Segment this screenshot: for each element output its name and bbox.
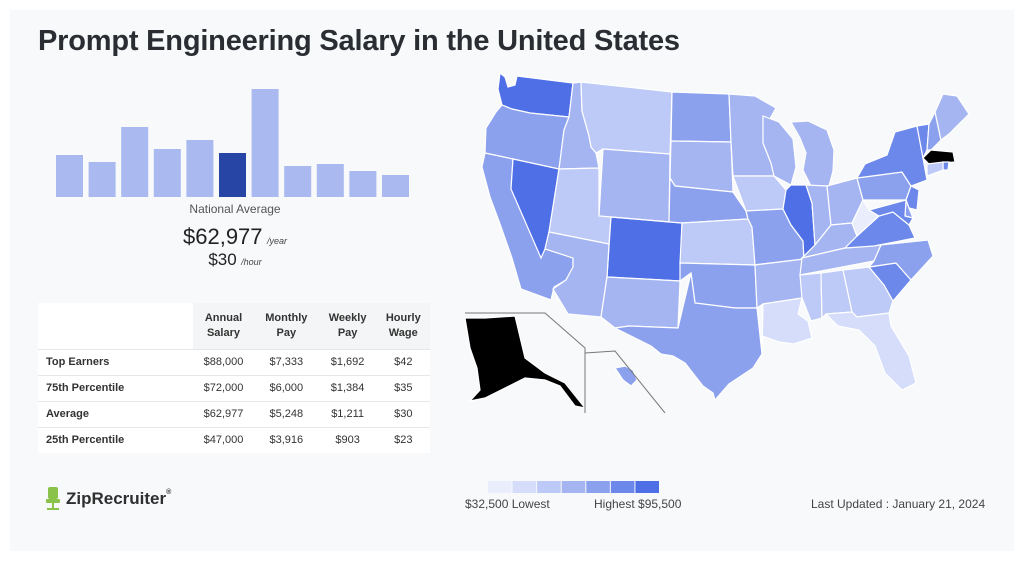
page-title: Prompt Engineering Salary in the United …: [38, 25, 680, 57]
state-me[interactable]: [934, 93, 970, 142]
state-sd[interactable]: [669, 140, 734, 193]
legend-low-label: $32,500 Lowest: [465, 497, 550, 511]
cell-annual: $88,000: [193, 348, 254, 375]
legend-swatch-4: [561, 481, 586, 493]
legend-swatch-1: [488, 481, 512, 493]
state-md[interactable]: [867, 199, 914, 226]
header-hourly-wage: Hourly Wage: [376, 303, 430, 349]
state-mt[interactable]: [580, 81, 673, 155]
hourly-unit: /hour: [241, 257, 262, 267]
histogram-bar-5: [186, 140, 214, 197]
header-annual-salary: Annual Salary: [193, 303, 254, 349]
state-ak[interactable]: [465, 315, 587, 409]
cell-hourly: $35: [376, 374, 430, 401]
histogram-bar-3: [121, 127, 149, 197]
row-label: 25th Percentile: [38, 426, 193, 453]
histogram-bar-10: [349, 171, 377, 197]
table-row: 75th Percentile $72,000 $6,000 $1,384 $3…: [38, 374, 430, 401]
state-nd[interactable]: [670, 91, 732, 143]
cell-hourly: $42: [376, 348, 430, 375]
state-wy[interactable]: [598, 148, 671, 223]
state-nh[interactable]: [926, 110, 942, 151]
cell-hourly: $30: [376, 400, 430, 427]
state-ms[interactable]: [799, 272, 823, 322]
chair-icon: [46, 487, 60, 510]
national-average-label: National Average: [189, 202, 281, 216]
header-monthly-pay: Monthly Pay: [253, 303, 319, 349]
state-ri[interactable]: [942, 161, 950, 171]
hawaii-inset-frame: [584, 350, 666, 413]
table-header-row: Annual Salary Monthly Pay Weekly Pay Hourly…: [38, 303, 430, 349]
cell-annual: $47,000: [193, 426, 254, 453]
state-tx[interactable]: [613, 272, 763, 402]
cell-monthly: $5,248: [253, 400, 319, 427]
state-fl[interactable]: [824, 311, 917, 391]
annual-unit: /year: [266, 236, 287, 246]
legend-swatch-6: [610, 481, 635, 493]
histogram-bar-1: [56, 155, 83, 197]
legend-swatch-5: [586, 481, 610, 493]
salary-percentile-table: Annual Salary Monthly Pay Weekly Pay Hourly…: [38, 303, 430, 453]
state-ny[interactable]: [855, 125, 928, 187]
table-header-empty: [38, 303, 193, 349]
state-la[interactable]: [761, 297, 813, 355]
cell-monthly: $3,916: [253, 426, 319, 453]
brand-name: ZipRecruiter®: [66, 489, 172, 508]
legend-swatch-3: [537, 481, 561, 493]
histogram-bar-6: [219, 153, 246, 197]
histogram-bar-9: [316, 164, 344, 197]
annual-value: $62,977: [183, 224, 263, 249]
us-state-salary-map: [465, 71, 970, 413]
cell-annual: $62,977: [193, 400, 254, 427]
state-nc[interactable]: [867, 239, 934, 281]
row-label: 75th Percentile: [38, 374, 193, 401]
table-row: 25th Percentile $47,000 $3,916 $903 $23: [38, 426, 430, 453]
state-hi[interactable]: [614, 365, 638, 387]
table-row: Average $62,977 $5,248 $1,211 $30: [38, 400, 430, 427]
legend-swatch-2: [512, 481, 537, 493]
cell-weekly: $1,384: [318, 374, 377, 401]
cell-hourly: $23: [376, 426, 430, 453]
national-average-hourly: $30 /hour: [120, 250, 350, 270]
cell-weekly: $1,211: [318, 400, 377, 427]
legend-high-label: Highest $95,500: [594, 497, 682, 511]
cell-weekly: $903: [318, 426, 377, 453]
state-ct[interactable]: [926, 161, 944, 177]
state-nj[interactable]: [905, 185, 920, 211]
legend-swatch-7: [635, 481, 659, 493]
state-az[interactable]: [544, 231, 610, 318]
histogram-bar-2: [88, 162, 116, 197]
national-average-annual: $62,977 /year: [120, 224, 350, 250]
last-updated: Last Updated : January 21, 2024: [811, 497, 986, 511]
state-nm[interactable]: [600, 276, 681, 329]
map-color-legend: [488, 481, 659, 493]
histogram-bar-7: [251, 89, 279, 197]
salary-histogram: [56, 89, 409, 197]
histogram-bar-8: [284, 166, 312, 197]
ziprecruiter-logo[interactable]: ZipRecruiter®: [44, 487, 171, 511]
histogram-bar-4: [153, 149, 181, 197]
state-ks[interactable]: [679, 218, 756, 266]
row-label: Top Earners: [38, 348, 193, 375]
histogram-bar-11: [382, 175, 409, 197]
state-ma[interactable]: [922, 149, 956, 165]
row-label: Average: [38, 400, 193, 427]
header-weekly-pay: Weekly Pay: [318, 303, 377, 349]
cell-monthly: $6,000: [253, 374, 319, 401]
cell-annual: $72,000: [193, 374, 254, 401]
state-mi[interactable]: [790, 120, 835, 187]
alaska-inset-frame: [465, 312, 586, 413]
hourly-value: $30: [208, 250, 237, 269]
table-row: Top Earners $88,000 $7,333 $1,692 $42: [38, 348, 430, 375]
state-co[interactable]: [606, 216, 683, 282]
cell-monthly: $7,333: [253, 348, 319, 375]
cell-weekly: $1,692: [318, 348, 377, 375]
